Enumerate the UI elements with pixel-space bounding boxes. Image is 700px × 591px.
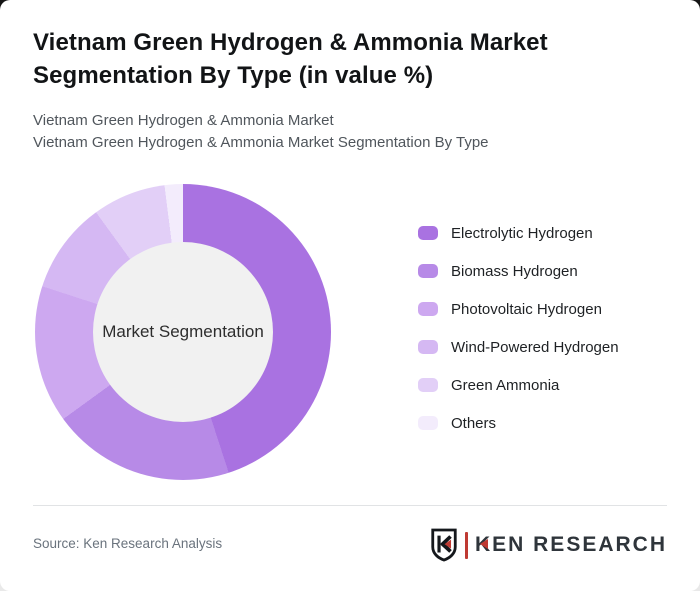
legend-item: Others xyxy=(418,414,619,432)
footer-divider xyxy=(33,505,667,506)
subtitle-line-2: Vietnam Green Hydrogen & Ammonia Market … xyxy=(33,134,489,151)
legend-item: Photovoltaic Hydrogen xyxy=(418,300,619,318)
legend-label: Others xyxy=(451,414,497,432)
page-title: Vietnam Green Hydrogen & Ammonia Market … xyxy=(33,29,548,89)
logo-wordmark: KEN RESEARCH xyxy=(475,533,667,557)
subtitle-line-1: Vietnam Green Hydrogen & Ammonia Market xyxy=(33,112,334,129)
legend-swatch xyxy=(418,302,438,316)
source-note: Source: Ken Research Analysis xyxy=(33,536,223,551)
legend-swatch xyxy=(418,226,438,240)
red-triangle-icon xyxy=(479,539,488,549)
legend-swatch xyxy=(418,378,438,392)
legend-label: Photovoltaic Hydrogen xyxy=(451,300,602,318)
legend-item: Green Ammonia xyxy=(418,376,619,394)
donut-chart: Market Segmentation xyxy=(35,184,331,480)
legend-swatch xyxy=(418,416,438,430)
chart-legend: Electrolytic Hydrogen Biomass Hydrogen P… xyxy=(418,224,619,454)
legend-label: Green Ammonia xyxy=(451,376,560,394)
donut-hole: Market Segmentation xyxy=(93,242,273,422)
legend-swatch xyxy=(418,340,438,354)
ken-research-logo: KEN RESEARCH xyxy=(429,528,667,562)
legend-swatch xyxy=(418,264,438,278)
logo-text: KEN RESEARCH xyxy=(474,533,667,556)
legend-item: Electrolytic Hydrogen xyxy=(418,224,619,242)
legend-label: Biomass Hydrogen xyxy=(451,262,578,280)
legend-label: Electrolytic Hydrogen xyxy=(451,224,593,242)
legend-label: Wind-Powered Hydrogen xyxy=(451,338,619,356)
legend-item: Wind-Powered Hydrogen xyxy=(418,338,619,356)
shield-k-icon xyxy=(431,528,457,562)
logo-divider-bar xyxy=(464,531,468,559)
donut-center-label: Market Segmentation xyxy=(102,322,264,341)
legend-item: Biomass Hydrogen xyxy=(418,262,619,280)
